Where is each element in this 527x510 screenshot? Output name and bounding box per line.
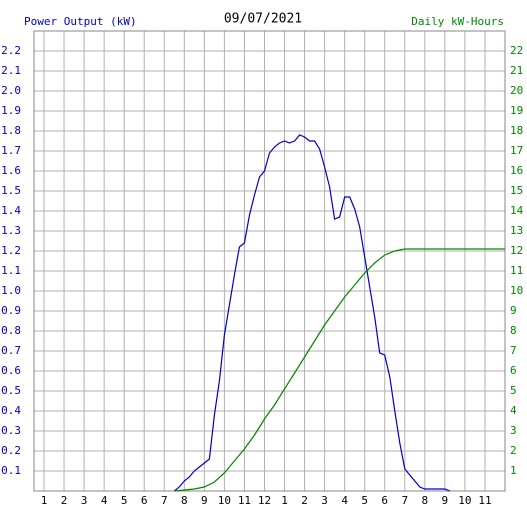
y-tick-label: 0.6 [1, 364, 21, 377]
y-tick-label: 1.3 [1, 224, 21, 237]
y2-tick-label: 13 [510, 224, 523, 237]
y-tick-label: 0.8 [1, 324, 21, 337]
x-tick-label: 5 [361, 494, 368, 507]
y2-tick-label: 5 [510, 384, 517, 397]
y2-tick-label: 12 [510, 244, 523, 257]
y2-tick-label: 8 [510, 324, 517, 337]
y2-tick-label: 20 [510, 84, 523, 97]
y2-tick-label: 9 [510, 304, 517, 317]
x-tick-label: 9 [442, 494, 449, 507]
x-tick-label: 9 [201, 494, 208, 507]
x-tick-label: 1 [281, 494, 288, 507]
y2-tick-label: 11 [510, 264, 523, 277]
y-tick-label: 1.7 [1, 144, 21, 157]
y-tick-label: 0.9 [1, 304, 21, 317]
x-tick-label: 6 [381, 494, 388, 507]
y2-tick-label: 10 [510, 284, 523, 297]
x-tick-label: 3 [81, 494, 88, 507]
y-tick-label: 0.5 [1, 384, 21, 397]
y2-tick-label: 22 [510, 44, 523, 57]
x-tick-label: 8 [422, 494, 429, 507]
y-tick-label: 0.1 [1, 464, 21, 477]
y2-tick-label: 6 [510, 364, 517, 377]
x-tick-label: 1 [41, 494, 48, 507]
x-tick-label: 12 [258, 494, 271, 507]
y-axis-label: Power Output (kW) [24, 15, 137, 28]
y2-tick-label: 14 [510, 204, 524, 217]
y2-tick-label: 16 [510, 164, 523, 177]
x-tick-label: 2 [301, 494, 308, 507]
y-tick-label: 1.9 [1, 104, 21, 117]
y-tick-label: 0.3 [1, 424, 21, 437]
x-tick-label: 4 [341, 494, 348, 507]
y2-tick-label: 3 [510, 424, 517, 437]
y-tick-label: 1.5 [1, 184, 21, 197]
x-tick-label: 10 [458, 494, 471, 507]
y2-tick-label: 17 [510, 144, 523, 157]
y-tick-label: 1.0 [1, 284, 21, 297]
y-tick-label: 1.2 [1, 244, 21, 257]
y2-axis-label: Daily kW-Hours [411, 15, 504, 28]
chart-title: 09/07/2021 [224, 12, 302, 27]
y-tick-label: 0.7 [1, 344, 21, 357]
x-tick-label: 11 [238, 494, 251, 507]
plot-border [33, 30, 506, 492]
y-tick-label: 1.1 [1, 264, 21, 277]
y-tick-label: 2.0 [1, 84, 21, 97]
x-tick-label: 7 [401, 494, 408, 507]
y-tick-label: 0.4 [1, 404, 21, 417]
y-tick-label: 2.2 [1, 44, 21, 57]
x-tick-label: 8 [181, 494, 188, 507]
x-tick-label: 7 [161, 494, 168, 507]
y2-tick-label: 4 [510, 404, 517, 417]
x-tick-label: 6 [141, 494, 148, 507]
y2-tick-label: 18 [510, 124, 523, 137]
y-tick-label: 1.8 [1, 124, 21, 137]
data-line [174, 248, 505, 492]
y-tick-label: 1.4 [1, 204, 21, 217]
y-tick-label: 0.2 [1, 444, 21, 457]
y2-tick-label: 1 [510, 464, 517, 477]
x-tick-label: 11 [478, 494, 491, 507]
x-tick-label: 5 [121, 494, 128, 507]
y-tick-label: 1.6 [1, 164, 21, 177]
x-tick-label: 4 [101, 494, 108, 507]
y2-tick-label: 15 [510, 184, 523, 197]
y2-tick-label: 19 [510, 104, 523, 117]
x-tick-label: 10 [218, 494, 231, 507]
y-tick-label: 2.1 [1, 64, 21, 77]
y2-tick-label: 2 [510, 444, 517, 457]
y2-tick-label: 21 [510, 64, 523, 77]
x-tick-label: 3 [321, 494, 328, 507]
data-line [173, 134, 451, 492]
x-tick-label: 2 [61, 494, 68, 507]
y2-tick-label: 7 [510, 344, 517, 357]
